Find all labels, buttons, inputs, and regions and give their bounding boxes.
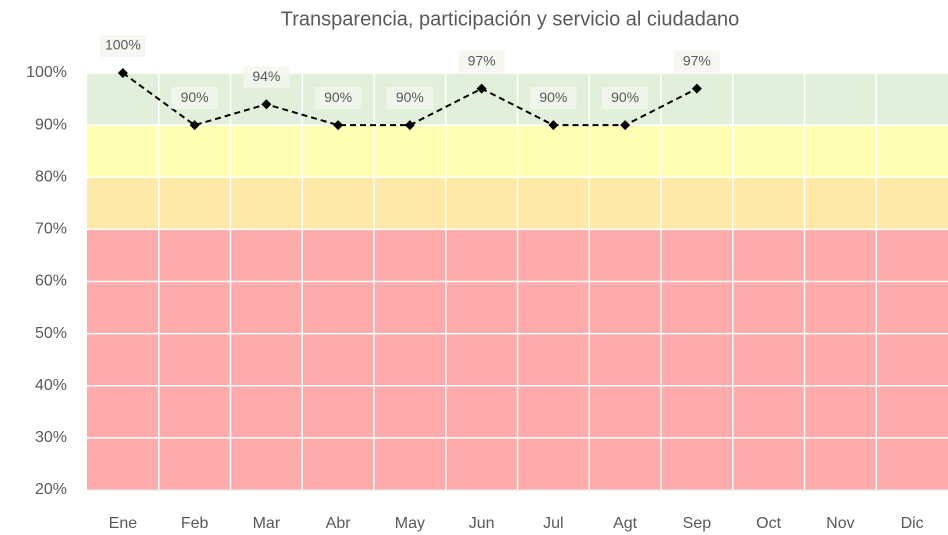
x-tick-label: Feb <box>181 515 209 532</box>
marker <box>261 99 272 110</box>
marker <box>333 120 344 131</box>
marker <box>620 120 631 131</box>
x-tick-label: Nov <box>826 515 854 532</box>
data-label: 100% <box>105 37 141 53</box>
x-tick-label: May <box>395 515 425 532</box>
x-tick-label: Sep <box>683 515 712 532</box>
x-tick-label: Abr <box>326 515 352 532</box>
marker <box>404 120 415 131</box>
marker <box>476 83 487 94</box>
line <box>122 72 698 127</box>
y-tick-label: 70% <box>35 221 67 238</box>
data-label: 94% <box>252 68 280 84</box>
y-tick-label: 60% <box>35 273 67 290</box>
chart-title: Transparencia, participación y servicio … <box>281 8 739 30</box>
y-tick-label: 50% <box>35 325 67 342</box>
y-tick-label: 80% <box>35 168 67 185</box>
label-box <box>602 87 649 110</box>
x-tick-label: Ene <box>109 515 138 532</box>
marker <box>189 120 200 131</box>
marker <box>117 68 128 78</box>
data-label: 90% <box>396 89 424 105</box>
data-label: 90% <box>611 89 639 105</box>
data-label: 97% <box>468 52 496 68</box>
marker <box>548 120 559 131</box>
label-box <box>315 87 362 110</box>
y-tick-label: 90% <box>35 116 67 133</box>
x-tick-label: Mar <box>253 515 281 532</box>
label-box <box>386 87 433 110</box>
data-label: 97% <box>683 52 711 68</box>
label-box <box>458 50 505 73</box>
data-label: 90% <box>181 89 209 105</box>
marker <box>691 83 702 94</box>
label-box <box>171 87 218 110</box>
label-box <box>673 50 720 73</box>
label-box <box>99 35 146 57</box>
data-label: 90% <box>539 89 567 105</box>
y-tick-label: 100% <box>26 64 67 81</box>
y-tick-label: 40% <box>35 377 67 394</box>
x-tick-label: Agt <box>613 515 638 532</box>
x-tick-label: Jul <box>543 515 563 532</box>
x-tick-label: Dic <box>901 515 924 532</box>
y-tick-label: 30% <box>35 429 67 446</box>
x-tick-label: Jun <box>469 515 495 532</box>
label-box <box>530 87 577 110</box>
y-tick-label: 20% <box>35 481 67 498</box>
x-tick-label: Oct <box>756 515 781 532</box>
data-label: 90% <box>324 89 352 105</box>
label-box <box>243 66 290 89</box>
